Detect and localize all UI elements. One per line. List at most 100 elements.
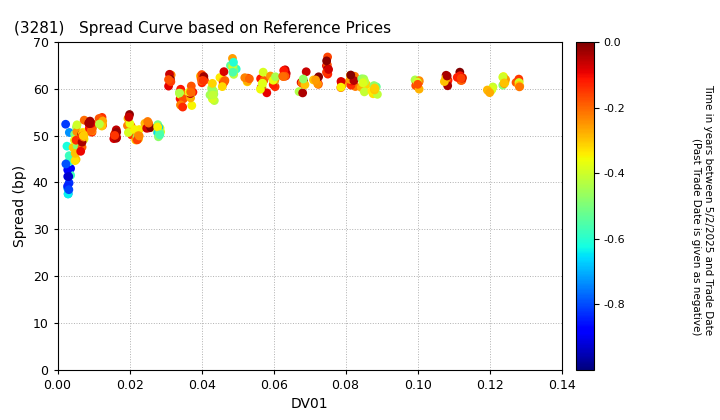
Point xyxy=(514,83,526,89)
Point xyxy=(63,159,74,165)
Point xyxy=(310,76,321,83)
Point xyxy=(279,66,291,73)
Point xyxy=(126,125,138,131)
Point xyxy=(513,82,525,89)
Point xyxy=(513,79,525,86)
Point xyxy=(132,132,144,139)
Point xyxy=(109,131,120,138)
Point xyxy=(184,89,195,95)
Point xyxy=(313,74,325,80)
Point xyxy=(110,126,122,133)
Point xyxy=(335,84,346,91)
Point xyxy=(109,130,121,137)
Point xyxy=(300,81,311,88)
Point xyxy=(442,77,454,84)
Point xyxy=(442,82,454,89)
Point xyxy=(359,78,370,85)
Point xyxy=(108,135,120,142)
Point xyxy=(63,129,75,136)
Point xyxy=(228,62,239,68)
Point xyxy=(154,131,166,138)
Point xyxy=(65,165,76,172)
Point xyxy=(498,80,510,87)
Point xyxy=(153,134,164,140)
Point xyxy=(322,66,333,72)
Point xyxy=(484,89,495,96)
Point xyxy=(228,59,239,66)
Point xyxy=(297,76,309,82)
Point xyxy=(76,132,88,139)
Point xyxy=(178,96,189,102)
Point xyxy=(199,77,210,84)
Point xyxy=(361,81,372,88)
Point xyxy=(133,135,145,142)
Point xyxy=(111,134,122,141)
Point xyxy=(130,136,141,143)
Point xyxy=(129,126,140,133)
Point xyxy=(165,76,176,83)
Point xyxy=(164,77,176,84)
Point xyxy=(348,77,360,84)
Point xyxy=(243,76,255,82)
Point xyxy=(312,81,324,88)
Point xyxy=(142,123,153,130)
Point xyxy=(122,122,133,129)
Point xyxy=(198,73,210,80)
Point xyxy=(242,75,253,82)
Point xyxy=(255,86,266,92)
Point xyxy=(64,158,76,165)
Point xyxy=(510,79,522,86)
Point xyxy=(297,80,308,87)
Point xyxy=(413,79,425,85)
Point xyxy=(322,62,333,68)
Point xyxy=(65,172,76,178)
Point xyxy=(513,78,525,85)
Point xyxy=(83,120,94,126)
Point xyxy=(186,83,197,89)
Point xyxy=(186,102,197,109)
Point xyxy=(207,92,219,98)
Point xyxy=(498,79,510,86)
Point xyxy=(86,125,98,131)
Point xyxy=(143,124,154,131)
Point xyxy=(207,90,219,97)
Point xyxy=(62,167,73,173)
Point xyxy=(196,78,207,84)
Point xyxy=(337,79,348,86)
Point xyxy=(71,129,83,135)
Point xyxy=(62,185,73,192)
Point xyxy=(86,127,98,134)
Point xyxy=(217,79,229,85)
Point xyxy=(242,75,253,81)
Point xyxy=(227,55,238,62)
Point xyxy=(412,79,423,85)
Point xyxy=(372,91,383,98)
Point xyxy=(217,80,229,87)
Point xyxy=(497,74,508,81)
Text: Time in years between 5/2/2025 and Trade Date
(Past Trade Date is given as negat: Time in years between 5/2/2025 and Trade… xyxy=(691,84,713,336)
Point xyxy=(280,73,292,79)
Point xyxy=(359,89,370,95)
Point xyxy=(218,68,230,75)
Point xyxy=(456,74,468,81)
Point xyxy=(270,74,282,80)
Point xyxy=(498,73,509,80)
Point xyxy=(163,71,175,78)
Point xyxy=(207,95,218,102)
Point xyxy=(359,79,370,86)
Point xyxy=(310,77,322,84)
Point xyxy=(312,80,323,87)
Point xyxy=(322,54,333,60)
Point xyxy=(242,76,253,83)
Point xyxy=(63,191,74,197)
Point xyxy=(124,111,135,118)
Point xyxy=(413,86,425,92)
Point xyxy=(124,120,135,127)
Point xyxy=(441,73,453,79)
Point xyxy=(312,80,324,87)
Point xyxy=(75,148,86,155)
Point xyxy=(62,173,73,180)
Point xyxy=(257,80,269,87)
Point xyxy=(95,117,107,123)
Point xyxy=(300,68,312,75)
